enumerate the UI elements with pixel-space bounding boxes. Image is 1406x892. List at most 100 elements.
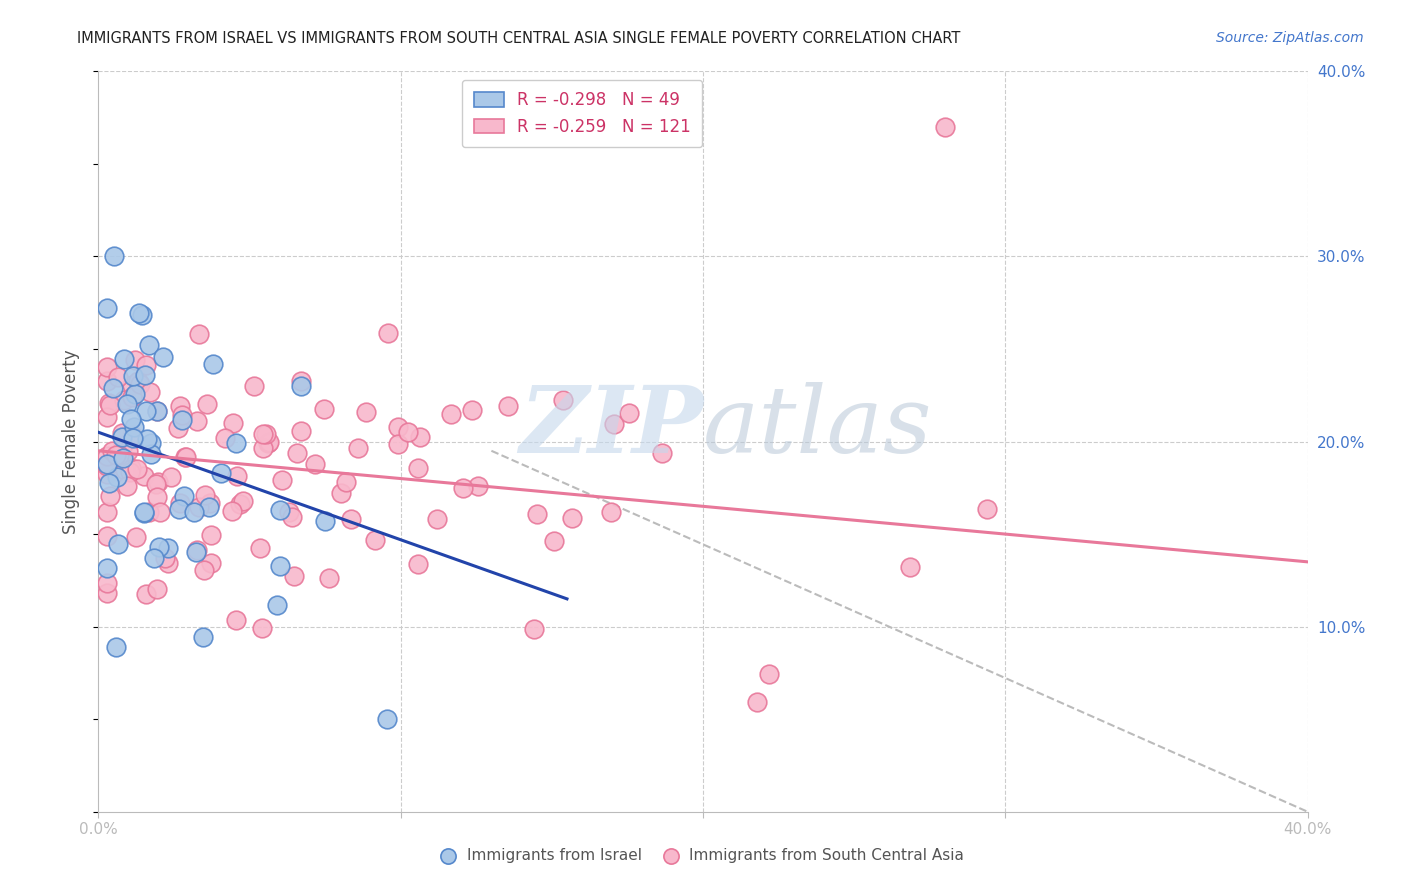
- Point: [186, 414, 208, 428]
- Point: [120, 412, 142, 426]
- Point: [111, 430, 134, 444]
- Point: [195, 397, 218, 411]
- Point: [364, 533, 387, 548]
- Point: [96, 449, 118, 463]
- Text: ZIP: ZIP: [519, 382, 703, 472]
- Text: Source: ZipAtlas.com: Source: ZipAtlas.com: [1216, 31, 1364, 45]
- Point: [281, 509, 304, 524]
- Point: [198, 496, 221, 510]
- Point: [120, 465, 142, 479]
- Point: [187, 500, 209, 514]
- Point: [170, 408, 193, 422]
- Point: [112, 352, 135, 367]
- Point: [170, 412, 193, 426]
- Point: [232, 494, 254, 508]
- Point: [145, 404, 167, 418]
- Point: [128, 306, 150, 320]
- Point: [603, 417, 626, 431]
- Point: [467, 479, 489, 493]
- Point: [96, 301, 118, 315]
- Point: [496, 399, 519, 413]
- Point: [148, 475, 170, 489]
- Point: [222, 417, 245, 431]
- Point: [96, 575, 118, 590]
- Point: [121, 369, 143, 384]
- Point: [96, 457, 118, 471]
- Point: [156, 556, 179, 570]
- Point: [188, 327, 211, 342]
- Point: [225, 436, 247, 450]
- Point: [426, 512, 449, 526]
- Point: [201, 357, 224, 371]
- Point: [96, 409, 118, 424]
- Point: [104, 448, 127, 462]
- Point: [135, 587, 157, 601]
- Point: [211, 466, 233, 480]
- Point: [117, 444, 139, 458]
- Point: [617, 406, 640, 420]
- Point: [127, 374, 149, 388]
- Point: [318, 572, 340, 586]
- Point: [145, 476, 167, 491]
- Point: [169, 496, 191, 510]
- Point: [111, 425, 134, 440]
- Point: [103, 250, 125, 264]
- Point: [108, 448, 131, 462]
- Point: [285, 446, 308, 460]
- Point: [329, 485, 352, 500]
- Point: [375, 712, 398, 726]
- Point: [269, 503, 291, 517]
- Point: [551, 392, 574, 407]
- Point: [152, 350, 174, 364]
- Point: [522, 622, 544, 636]
- Y-axis label: Single Female Poverty: Single Female Poverty: [62, 350, 80, 533]
- Point: [387, 436, 409, 450]
- Point: [127, 462, 149, 476]
- Point: [745, 695, 768, 709]
- Point: [121, 390, 143, 404]
- Point: [266, 598, 288, 612]
- Point: [186, 542, 208, 557]
- Point: [193, 631, 215, 645]
- Point: [225, 613, 247, 627]
- Point: [277, 505, 299, 519]
- Point: [174, 450, 197, 464]
- Point: [149, 505, 172, 519]
- Point: [136, 432, 159, 446]
- Point: [440, 407, 463, 421]
- Point: [169, 399, 191, 413]
- Point: [105, 470, 128, 484]
- Point: [146, 403, 169, 417]
- Point: [254, 427, 277, 442]
- Point: [451, 481, 474, 495]
- Point: [651, 446, 673, 460]
- Point: [169, 502, 191, 516]
- Point: [124, 352, 146, 367]
- Point: [98, 476, 121, 491]
- Point: [125, 530, 148, 544]
- Point: [96, 360, 118, 375]
- Point: [139, 436, 162, 450]
- Point: [226, 468, 249, 483]
- Point: [758, 667, 780, 681]
- Point: [387, 420, 409, 434]
- Point: [101, 444, 124, 458]
- Point: [526, 508, 548, 522]
- Point: [96, 459, 118, 474]
- Point: [340, 512, 363, 526]
- Point: [129, 376, 152, 391]
- Text: atlas: atlas: [703, 382, 932, 472]
- Point: [271, 473, 294, 487]
- Point: [96, 585, 118, 599]
- Point: [143, 551, 166, 566]
- Point: [561, 511, 583, 525]
- Point: [132, 504, 155, 518]
- Point: [354, 404, 377, 418]
- Point: [173, 450, 195, 464]
- Point: [194, 488, 217, 502]
- Point: [96, 561, 118, 575]
- Point: [121, 378, 143, 392]
- Point: [229, 496, 252, 510]
- Point: [103, 381, 125, 395]
- Legend: Immigrants from Israel, Immigrants from South Central Asia: Immigrants from Israel, Immigrants from …: [434, 840, 972, 871]
